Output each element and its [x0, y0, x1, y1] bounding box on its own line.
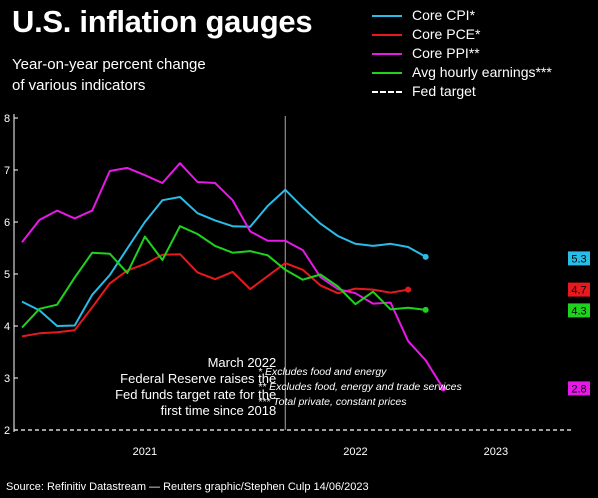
y-tick-label-7: 7 [4, 165, 10, 177]
legend-item-core-cpi: Core CPI* [372, 6, 552, 25]
y-tick-label-2: 2 [4, 425, 10, 437]
footnote-2: ** Excludes food, energy and trade servi… [258, 381, 462, 393]
series-line-core-pce [21, 253, 409, 338]
x-tick-label-2022: 2022 [343, 446, 367, 458]
legend-swatch-fed-target [372, 90, 402, 93]
series-endpoint-core-cpi [422, 253, 429, 260]
legend-label-core-ppi: Core PPI** [412, 45, 480, 61]
fed-hike-annotation-line-1: March 2022 [208, 355, 277, 370]
subtitle-line-1: Year-on-year percent change [12, 56, 206, 73]
end-label-core-cpi: 5.3 [571, 253, 586, 265]
x-tick-label-2023: 2023 [484, 446, 508, 458]
x-tick-label-2021: 2021 [133, 446, 157, 458]
y-tick-label-4: 4 [4, 321, 10, 333]
end-label-core-ppi: 2.8 [571, 383, 586, 395]
legend-item-core-ppi: Core PPI** [372, 44, 552, 63]
series-line-core-ppi [21, 162, 445, 389]
page-title: U.S. inflation gauges [12, 4, 313, 39]
legend-swatch-avg-hourly-earnings [372, 71, 402, 74]
legend-label-avg-hourly-earnings: Avg hourly earnings*** [412, 64, 552, 80]
y-tick-label-3: 3 [4, 373, 10, 385]
end-label-box-core-cpi [568, 251, 590, 266]
legend-swatch-core-ppi [372, 52, 402, 55]
source-note: Source: Refinitiv Datastream — Reuters g… [6, 481, 369, 493]
fed-hike-annotation-line-4: first time since 2018 [161, 403, 277, 418]
end-label-box-avg-hourly-earnings [568, 303, 590, 318]
footnote-1: * Excludes food and energy [258, 366, 387, 378]
series-endpoint-core-ppi [440, 385, 447, 392]
legend-label-core-pce: Core PCE* [412, 26, 481, 42]
y-tick-label-8: 8 [4, 113, 10, 125]
fed-hike-annotation-line-2: Federal Reserve raises the [120, 371, 276, 386]
fed-hike-annotation-line-3: Fed funds target rate for the [115, 387, 276, 402]
end-label-avg-hourly-earnings: 4.3 [571, 305, 586, 317]
chart-legend: Core CPI* Core PCE* Core PPI** Avg hourl… [372, 6, 552, 101]
legend-item-fed-target: Fed target [372, 82, 552, 101]
legend-label-core-cpi: Core CPI* [412, 7, 476, 23]
series-line-core-cpi [21, 188, 427, 327]
legend-item-core-pce: Core PCE* [372, 25, 552, 44]
legend-swatch-core-cpi [372, 14, 402, 17]
y-tick-label-5: 5 [4, 269, 10, 281]
y-tick-label-6: 6 [4, 217, 10, 229]
legend-swatch-core-pce [372, 33, 402, 36]
series-line-avg-hourly-earnings [21, 225, 426, 329]
end-label-box-core-pce [568, 282, 590, 297]
end-label-core-pce: 4.7 [571, 285, 586, 297]
series-endpoint-core-pce [405, 286, 412, 293]
legend-label-fed-target: Fed target [412, 83, 476, 99]
page-subtitle: Year-on-year percent change of various i… [12, 54, 252, 96]
footnote-3: *** Total private, constant prices [258, 396, 407, 408]
end-label-box-core-ppi [568, 381, 590, 396]
series-endpoint-avg-hourly-earnings [422, 306, 429, 313]
legend-item-avg-hourly-earnings: Avg hourly earnings*** [372, 63, 552, 82]
subtitle-line-2: of various indicators [12, 77, 146, 94]
